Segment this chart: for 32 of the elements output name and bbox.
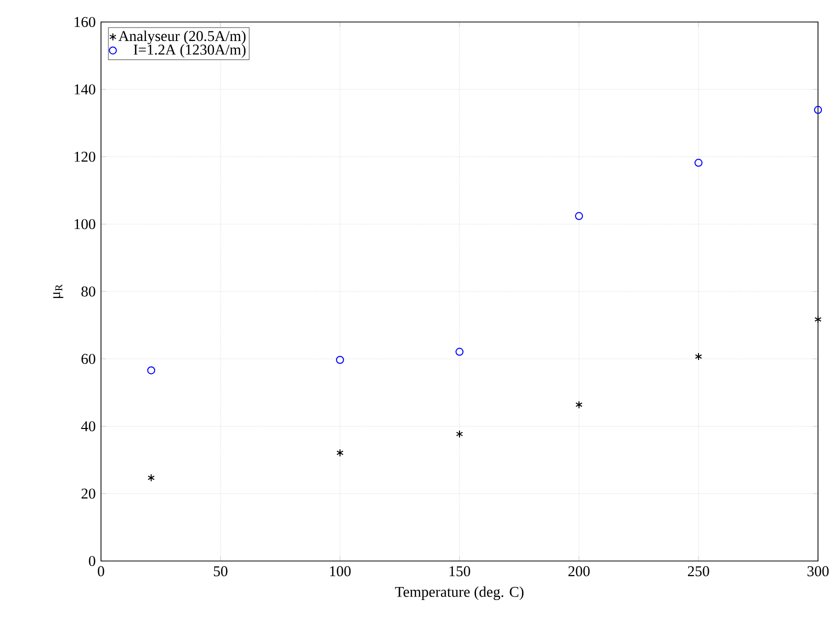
x-tick-label: 0 — [98, 566, 104, 576]
y-tick-label: 140 — [74, 84, 96, 94]
y-tick-label: 60 — [82, 354, 96, 364]
point — [336, 356, 344, 364]
x-tick-label: 100 — [330, 566, 351, 576]
x-tick-label: 250 — [688, 566, 710, 576]
point — [814, 106, 822, 114]
y-tick-label: 160 — [74, 16, 96, 28]
y-tick-label: 100 — [74, 219, 96, 230]
point — [694, 158, 703, 167]
point — [814, 315, 822, 324]
y-tick-label: 40 — [81, 421, 96, 432]
legend-label: Analyseur (20.5A/m) — [118, 30, 246, 44]
point — [148, 474, 155, 482]
y-tick-label: 0 — [88, 556, 96, 566]
x-tick-label: 50 — [214, 566, 228, 576]
x-tick-label: 300 — [808, 566, 829, 576]
point — [456, 348, 464, 356]
legend-label: I=1.2A (1230A/m) — [134, 44, 246, 58]
y-tick-label: 20 — [82, 488, 96, 499]
x-axis-title: Temperature (deg. C) — [395, 586, 524, 600]
point — [575, 400, 583, 409]
x-tick-label: 200 — [568, 566, 590, 576]
y-tick-label: 80 — [81, 286, 96, 297]
point — [336, 448, 344, 457]
x-tick-label: 150 — [450, 566, 470, 576]
point — [456, 430, 464, 438]
point — [147, 366, 156, 374]
point — [575, 212, 584, 220]
y-axis-title: μ$_{R}$ — [53, 284, 64, 298]
point — [694, 352, 702, 361]
y-tick-label: 120 — [74, 152, 96, 162]
